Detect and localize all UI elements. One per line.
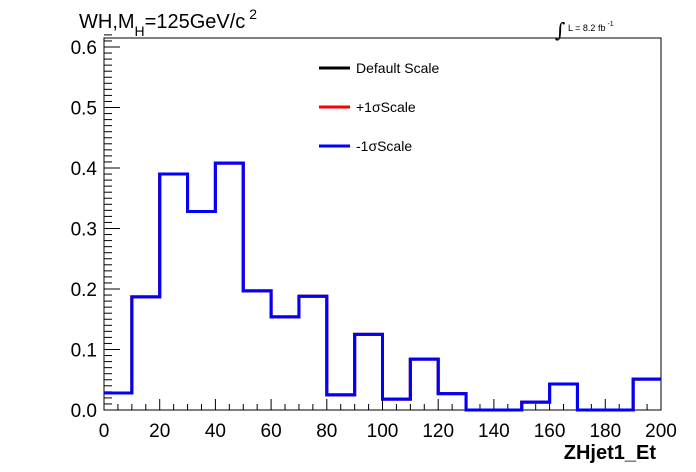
legend-label: Default Scale (356, 60, 439, 76)
x-tick-label: 200 (645, 421, 677, 442)
x-tick-label: 60 (261, 421, 282, 442)
x-tick-label: 0 (99, 421, 110, 442)
y-tick-label: 0.2 (71, 280, 97, 301)
y-tick-label: 0.1 (71, 341, 97, 362)
series-layer (104, 161, 661, 412)
chart-title: WH,MH=125GeV/c 2 (79, 6, 257, 39)
x-tick-label: 180 (589, 421, 621, 442)
series-line-2 (104, 161, 661, 412)
legend: Default Scale +1σScale -1σScale (319, 60, 439, 154)
x-tick-label: 40 (205, 421, 226, 442)
legend-label: -1σScale (356, 138, 412, 154)
y-tick-label: 0.6 (71, 38, 97, 59)
luminosity-label: L = 8.2 fb -1 (568, 21, 614, 33)
integral-symbol: ∫ (555, 18, 565, 42)
x-tick-label: 100 (367, 421, 399, 442)
y-tick-label: 0.5 (71, 99, 97, 120)
x-tick-label: 80 (316, 421, 337, 442)
y-tick-label: 0.0 (71, 401, 97, 422)
x-axis-label: ZHjet1_Et (564, 442, 657, 464)
tick-labels: 0 20 40 60 80 100 120 140 160 180 200 0.0 0.1 0.2 0.3 0… (71, 38, 677, 442)
legend-label: +1σScale (356, 99, 416, 115)
y-tick-label: 0.4 (71, 159, 98, 180)
y-tick-label: 0.3 (71, 220, 97, 241)
x-tick-label: 140 (478, 421, 510, 442)
x-tick-label: 120 (422, 421, 454, 442)
x-tick-label: 160 (534, 421, 566, 442)
x-tick-label: 20 (149, 421, 170, 442)
